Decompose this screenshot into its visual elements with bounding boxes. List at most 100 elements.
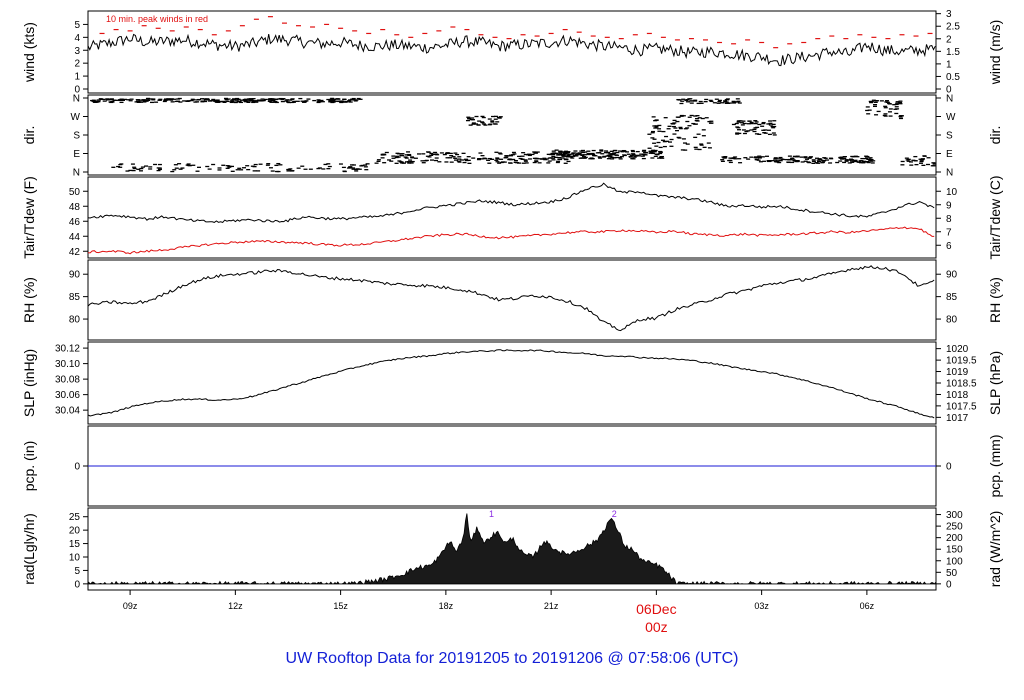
panel-frame xyxy=(87,176,937,259)
left-tick-label: 2 xyxy=(74,59,80,70)
y-axis-label-left: wind (kts) xyxy=(21,22,37,83)
right-tick-label: 1018.5 xyxy=(946,379,977,390)
y-axis-label-right: rad (W/m^2) xyxy=(987,511,1003,588)
right-tick-label: 1017 xyxy=(946,413,969,424)
x-tick-label: 06z xyxy=(860,601,875,611)
left-tick-label: 30.04 xyxy=(55,406,80,417)
right-tick-label: 1017.5 xyxy=(946,401,977,412)
right-tick-label: 3 xyxy=(946,9,952,20)
left-tick-label: N xyxy=(73,94,80,105)
plot-area xyxy=(88,265,935,332)
left-tick-label: 25 xyxy=(69,512,81,523)
right-tick-label: 0 xyxy=(946,462,952,473)
series-slp-line xyxy=(88,349,935,419)
left-tick-label: 20 xyxy=(69,526,81,537)
right-tick-label: 1.5 xyxy=(946,47,960,58)
left-tick-label: E xyxy=(73,149,80,160)
y-axis-label-right: wind (m/s) xyxy=(987,20,1003,86)
series-tdew-line xyxy=(88,226,935,255)
right-tick-label: 85 xyxy=(946,292,958,303)
right-tick-label: 0 xyxy=(946,85,952,96)
plot-area xyxy=(90,97,936,173)
right-tick-label: 1018 xyxy=(946,390,969,401)
right-tick-label: 8 xyxy=(946,214,952,225)
x-tick-label-day: 06Dec xyxy=(636,601,676,617)
right-tick-label: 9 xyxy=(946,200,952,211)
panel-temp: 42 44 46 48 50 6 7 8 9 10 Tair/Tdew (F) Tair/Tdew (… xyxy=(21,175,1003,259)
left-tick-label: W xyxy=(71,112,81,123)
plot-area xyxy=(88,182,935,255)
right-tick-label: 1019.5 xyxy=(946,356,977,367)
left-tick-label: 5 xyxy=(74,566,80,577)
series-tair-line xyxy=(88,182,935,223)
plot-area xyxy=(88,16,936,67)
panel-frame xyxy=(87,259,937,341)
x-tick-label: 21z xyxy=(544,601,559,611)
left-tick-label: 4 xyxy=(74,33,80,44)
x-tick-label: 18z xyxy=(439,601,454,611)
right-tick-label: W xyxy=(946,112,956,123)
left-tick-label: 5 xyxy=(74,20,80,31)
right-tick-label: E xyxy=(946,149,953,160)
right-tick-label: 1019 xyxy=(946,367,969,378)
left-tick-label: 0 xyxy=(74,462,80,473)
left-tick-label: 42 xyxy=(69,247,81,258)
plot-area xyxy=(88,513,936,585)
right-tick-label: 0.5 xyxy=(946,72,960,83)
x-tick-label-hour: 00z xyxy=(645,619,668,635)
right-tick-label: 50 xyxy=(946,568,958,579)
right-tick-label: 100 xyxy=(946,556,963,567)
y-axis-label-left: SLP (inHg) xyxy=(21,349,37,417)
right-tick-label: 1020 xyxy=(946,344,969,355)
left-tick-label: N xyxy=(73,168,80,179)
x-tick-label: 15z xyxy=(333,601,348,611)
left-tick-label: 30.08 xyxy=(55,375,80,386)
plot-area xyxy=(88,349,935,419)
left-tick-label: 85 xyxy=(69,292,81,303)
panel-frame xyxy=(87,10,937,94)
left-tick-label: 30.06 xyxy=(55,390,80,401)
peak-wind-note: 10 min. peak winds in red xyxy=(106,14,208,24)
right-tick-label: 0 xyxy=(946,579,952,590)
solar-marker-label: 1 xyxy=(489,509,494,519)
right-tick-label: 80 xyxy=(946,315,958,326)
y-axis-label-left: dir. xyxy=(21,126,37,145)
panel-slp: 30.0430.0630.0830.1030.1210171017.510181… xyxy=(21,341,1003,425)
right-tick-label: 7 xyxy=(946,227,952,238)
panel-pcp: 0 0 pcp. (in) pcp. (mm) xyxy=(21,425,1003,507)
left-tick-label: 0 xyxy=(74,579,80,590)
left-tick-label: 1 xyxy=(74,72,80,83)
solar-marker-label: 2 xyxy=(612,509,617,519)
x-tick-label: 12z xyxy=(228,601,243,611)
y-axis-label-left: pcp. (in) xyxy=(21,441,37,492)
left-tick-label: 3 xyxy=(74,46,80,57)
y-axis-label-right: pcp. (mm) xyxy=(987,435,1003,498)
right-tick-label: N xyxy=(946,168,953,179)
x-tick-label: 03z xyxy=(754,601,769,611)
right-tick-label: 250 xyxy=(946,522,963,533)
left-tick-label: 44 xyxy=(69,232,81,243)
series-rh-line xyxy=(88,265,935,332)
y-axis-label-right: SLP (hPa) xyxy=(987,351,1003,415)
y-axis-label-right: Tair/Tdew (C) xyxy=(987,175,1003,259)
x-tick-label: 09z xyxy=(123,601,138,611)
left-tick-label: 30.10 xyxy=(55,359,80,370)
y-axis-label-right: dir. xyxy=(987,126,1003,145)
left-tick-label: 80 xyxy=(69,315,81,326)
right-tick-label: 10 xyxy=(946,187,958,198)
y-axis-label-left: rad(Lgly/hr) xyxy=(21,513,37,585)
left-tick-label: 30.12 xyxy=(55,344,80,355)
right-tick-label: 90 xyxy=(946,270,958,281)
series-radiation-area xyxy=(88,513,936,585)
y-axis-label-right: RH (%) xyxy=(987,277,1003,323)
right-tick-label: 1 xyxy=(946,59,952,70)
left-tick-label: 0 xyxy=(74,85,80,96)
y-axis-label-left: Tair/Tdew (F) xyxy=(21,176,37,258)
right-tick-label: 200 xyxy=(946,533,963,544)
left-tick-label: 50 xyxy=(69,187,81,198)
right-tick-label: N xyxy=(946,94,953,105)
y-axis-label-left: RH (%) xyxy=(21,277,37,323)
left-tick-label: 90 xyxy=(69,270,81,281)
